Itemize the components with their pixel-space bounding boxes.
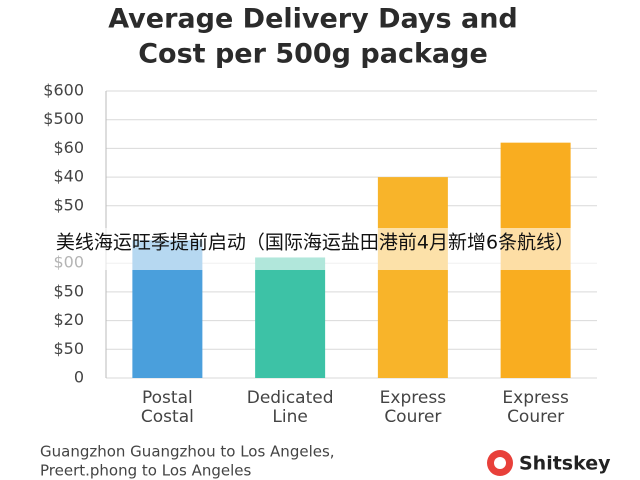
x-tick-label: Express: [380, 388, 447, 408]
logo-icon: [494, 457, 506, 469]
y-tick-label: $50: [53, 195, 84, 214]
x-tick-label: Postal: [142, 388, 193, 408]
x-tick-label: Express: [502, 388, 569, 408]
chart-title: Cost per 500g package: [138, 39, 488, 70]
banner-text: 美线海运旺季提前启动（国际海运盐田港前4月新增6条航线）: [56, 232, 574, 254]
y-tick-label: $50: [53, 281, 84, 300]
y-tick-label: $50: [53, 339, 84, 358]
y-tick-label: $500: [43, 109, 84, 128]
x-tick-label: Dedicated: [247, 388, 334, 408]
footnote: Guangzhon Guangzhou to Los Angeles,: [40, 443, 335, 461]
y-tick-label: $600: [43, 81, 84, 100]
x-tick-label: Line: [272, 407, 307, 427]
y-tick-label: 0: [74, 368, 84, 387]
banner-band: [0, 228, 640, 270]
logo-text: Shitskey: [519, 453, 611, 475]
logo: Shitskey: [487, 450, 611, 476]
x-tick-label: Courer: [507, 407, 564, 427]
footnote: Preert.phong to Los Angeles: [40, 462, 251, 480]
bar: [255, 257, 326, 378]
chart-title: Average Delivery Days and: [108, 4, 518, 35]
y-tick-label: $40: [53, 167, 84, 186]
x-tick-label: Courer: [384, 407, 441, 427]
y-tick-label: $60: [53, 138, 84, 157]
x-tick-label: Costal: [141, 407, 194, 427]
bar: [377, 177, 448, 378]
y-tick-label: $20: [53, 310, 84, 329]
